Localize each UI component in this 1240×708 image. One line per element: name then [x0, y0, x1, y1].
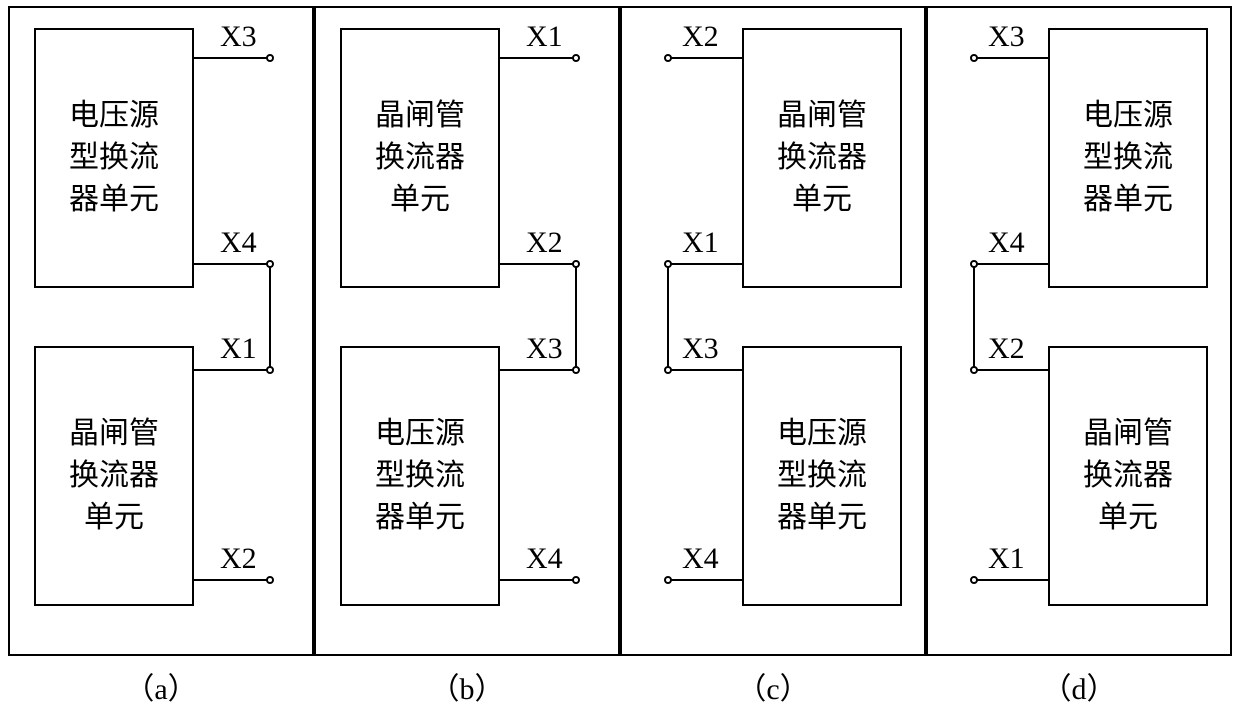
terminal-label-X4: X4: [526, 542, 563, 576]
top-unit-text: 电压源 型换流 器单元: [69, 95, 159, 221]
bottom-unit-text: 电压源 型换流 器单元: [375, 413, 465, 539]
terminal-X4: [664, 576, 672, 584]
panel-caption-c: （c）: [620, 664, 926, 708]
panel-b: 晶闸管 换流器 单元电压源 型换流 器单元 X1 X2 X3 X4: [314, 6, 620, 656]
connector-stub: [500, 263, 576, 265]
connector-vertical: [575, 264, 577, 370]
connector-vertical: [269, 264, 271, 370]
connector-stub: [668, 263, 744, 265]
bottom-unit-text: 晶闸管 换流器 单元: [1083, 413, 1173, 539]
terminal-label-X3: X3: [682, 332, 719, 366]
connector-stub: [500, 57, 576, 59]
terminal-X2: [664, 54, 672, 62]
terminal-label-X4: X4: [988, 226, 1025, 260]
terminal-label-X3: X3: [988, 20, 1025, 54]
connector-stub: [500, 579, 576, 581]
terminal-label-X1: X1: [526, 20, 563, 54]
terminal-label-X2: X2: [988, 332, 1025, 366]
terminal-X4: [572, 576, 580, 584]
terminal-X3: [266, 54, 274, 62]
terminal-X1: [970, 576, 978, 584]
terminal-label-X4: X4: [682, 542, 719, 576]
terminal-label-X2: X2: [682, 20, 719, 54]
connector-stub: [500, 369, 576, 371]
top-unit-box: 晶闸管 换流器 单元: [340, 28, 500, 288]
terminal-label-X4: X4: [220, 226, 257, 260]
bottom-unit-box: 晶闸管 换流器 单元: [1048, 346, 1208, 606]
panel-d: 电压源 型换流 器单元晶闸管 换流器 单元 X3 X4 X2 X1: [926, 6, 1232, 656]
connector-vertical: [973, 264, 975, 370]
connector-vertical: [667, 264, 669, 370]
terminal-X1: [572, 54, 580, 62]
terminal-X3: [970, 54, 978, 62]
terminal-label-X1: X1: [682, 226, 719, 260]
top-unit-text: 晶闸管 换流器 单元: [375, 95, 465, 221]
bottom-unit-box: 电压源 型换流 器单元: [340, 346, 500, 606]
connector-stub: [974, 369, 1050, 371]
terminal-label-X3: X3: [220, 20, 257, 54]
top-unit-box: 晶闸管 换流器 单元: [742, 28, 902, 288]
terminal-label-X2: X2: [526, 226, 563, 260]
panel-caption-a: （a）: [8, 664, 314, 708]
terminal-label-X1: X1: [988, 542, 1025, 576]
top-unit-text: 晶闸管 换流器 单元: [777, 95, 867, 221]
bottom-unit-text: 晶闸管 换流器 单元: [69, 413, 159, 539]
connector-stub: [974, 579, 1050, 581]
terminal-label-X1: X1: [220, 332, 257, 366]
connector-stub: [974, 263, 1050, 265]
connector-stub: [194, 263, 270, 265]
top-unit-text: 电压源 型换流 器单元: [1083, 95, 1173, 221]
connector-stub: [668, 369, 744, 371]
top-unit-box: 电压源 型换流 器单元: [34, 28, 194, 288]
panel-c: 晶闸管 换流器 单元电压源 型换流 器单元 X2 X1 X3 X4: [620, 6, 926, 656]
terminal-X3: [664, 366, 672, 374]
panel-caption-b: （b）: [314, 664, 620, 708]
terminal-X3: [572, 366, 580, 374]
panel-a: 电压源 型换流 器单元晶闸管 换流器 单元 X3 X4 X1 X2: [8, 6, 314, 656]
terminal-X4: [266, 260, 274, 268]
top-unit-box: 电压源 型换流 器单元: [1048, 28, 1208, 288]
panel-caption-d: （d）: [926, 664, 1232, 708]
terminal-X2: [970, 366, 978, 374]
connector-stub: [668, 579, 744, 581]
connector-stub: [194, 57, 270, 59]
terminal-X1: [664, 260, 672, 268]
terminal-X2: [266, 576, 274, 584]
terminal-X4: [970, 260, 978, 268]
terminal-X1: [266, 366, 274, 374]
connector-stub: [194, 369, 270, 371]
terminal-label-X2: X2: [220, 542, 257, 576]
diagram-canvas: 电压源 型换流 器单元晶闸管 换流器 单元X3X4X1X2（a）晶闸管 换流器 …: [0, 0, 1240, 703]
terminal-label-X3: X3: [526, 332, 563, 366]
bottom-unit-text: 电压源 型换流 器单元: [777, 413, 867, 539]
connector-stub: [974, 57, 1050, 59]
connector-stub: [194, 579, 270, 581]
connector-stub: [668, 57, 744, 59]
bottom-unit-box: 晶闸管 换流器 单元: [34, 346, 194, 606]
terminal-X2: [572, 260, 580, 268]
bottom-unit-box: 电压源 型换流 器单元: [742, 346, 902, 606]
